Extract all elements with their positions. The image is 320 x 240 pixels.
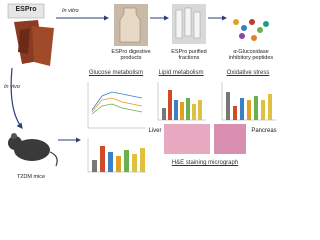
- liver-micrograph: [164, 124, 210, 154]
- step-label: ESPro digestive products: [111, 49, 151, 62]
- bark: [14, 20, 54, 66]
- histology-caption: H&E staining micrograph: [171, 160, 239, 166]
- liver-label: Liver: [148, 128, 162, 134]
- arrow: [10, 67, 23, 129]
- mouse: [8, 133, 58, 167]
- vials: [172, 4, 206, 44]
- mini-bar-chart: [157, 82, 206, 121]
- panel-title: Glucose metabolism: [88, 70, 144, 76]
- pancreas-label: Pancreas: [251, 128, 277, 134]
- mini-line-chart: [87, 82, 146, 129]
- mini-bar-chart: [87, 138, 146, 173]
- in-vivo-label: In vivo: [4, 84, 20, 90]
- peptides: [233, 19, 269, 41]
- step-label: α-Glucosidase inhibitory peptides: [228, 49, 274, 62]
- in-vitro-label: In vitro: [62, 8, 79, 14]
- panel-title: Oxidative stress: [226, 70, 270, 76]
- panel-title: Lipid metabolism: [158, 70, 204, 76]
- pancreas-micrograph: [214, 124, 246, 154]
- product-box: [7, 3, 45, 19]
- graphical-abstract: ESPro In vitro ESPro digestive products …: [4, 3, 277, 180]
- bottle: [114, 4, 148, 46]
- mini-bar-chart: [221, 82, 276, 121]
- product-label: ESPro: [15, 6, 37, 13]
- step-label: ESPro purified fractions: [171, 49, 207, 62]
- model-label: T2DM mice: [16, 174, 46, 180]
- illustration: [7, 3, 276, 173]
